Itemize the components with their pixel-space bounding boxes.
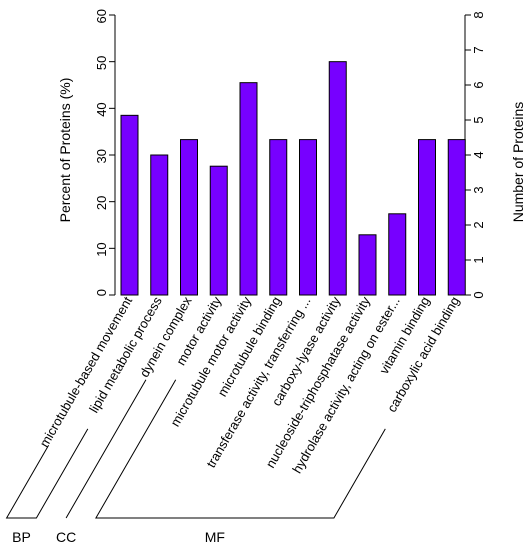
bar bbox=[328, 61, 347, 296]
secondary-y-tick-label: 4 bbox=[471, 151, 486, 158]
group-bracket bbox=[95, 379, 386, 519]
secondary-y-tick-label: 7 bbox=[471, 46, 486, 53]
y-tick-label: 30 bbox=[94, 149, 109, 163]
y-tick-label: 50 bbox=[94, 56, 109, 70]
bar bbox=[150, 154, 169, 296]
group-bracket bbox=[5, 428, 89, 519]
y-tick-label: 10 bbox=[94, 242, 109, 256]
y-tick-label: 60 bbox=[94, 9, 109, 23]
bar bbox=[447, 139, 466, 296]
plot-area: 0102030405060012345678microtubule-based … bbox=[5, 9, 486, 545]
y-axis-label: Percent of Proteins (%) bbox=[57, 78, 73, 223]
secondary-y-axis-label: Number of Proteins bbox=[510, 102, 526, 223]
bar bbox=[209, 165, 228, 296]
bar bbox=[120, 114, 139, 296]
y-tick-label: 40 bbox=[94, 102, 109, 116]
secondary-y-tick-label: 1 bbox=[471, 256, 486, 263]
group-label: BP bbox=[12, 529, 31, 545]
y-tick-label: 0 bbox=[94, 289, 109, 296]
secondary-y-tick-label: 5 bbox=[471, 116, 486, 123]
bar bbox=[358, 234, 377, 296]
secondary-y-tick-label: 6 bbox=[471, 81, 486, 88]
secondary-y-tick-label: 3 bbox=[471, 186, 486, 193]
bar bbox=[269, 139, 288, 296]
bar bbox=[418, 139, 436, 296]
y-tick-label: 20 bbox=[94, 196, 109, 210]
secondary-y-tick-label: 0 bbox=[471, 291, 486, 298]
bar bbox=[299, 139, 317, 296]
bar bbox=[388, 213, 407, 296]
bar bbox=[180, 139, 198, 296]
secondary-y-tick-label: 8 bbox=[471, 11, 486, 18]
bar bbox=[239, 82, 258, 296]
group-bracket bbox=[65, 379, 147, 519]
group-label: MF bbox=[205, 529, 225, 545]
group-label: CC bbox=[56, 529, 76, 545]
secondary-y-tick-label: 2 bbox=[471, 221, 486, 228]
